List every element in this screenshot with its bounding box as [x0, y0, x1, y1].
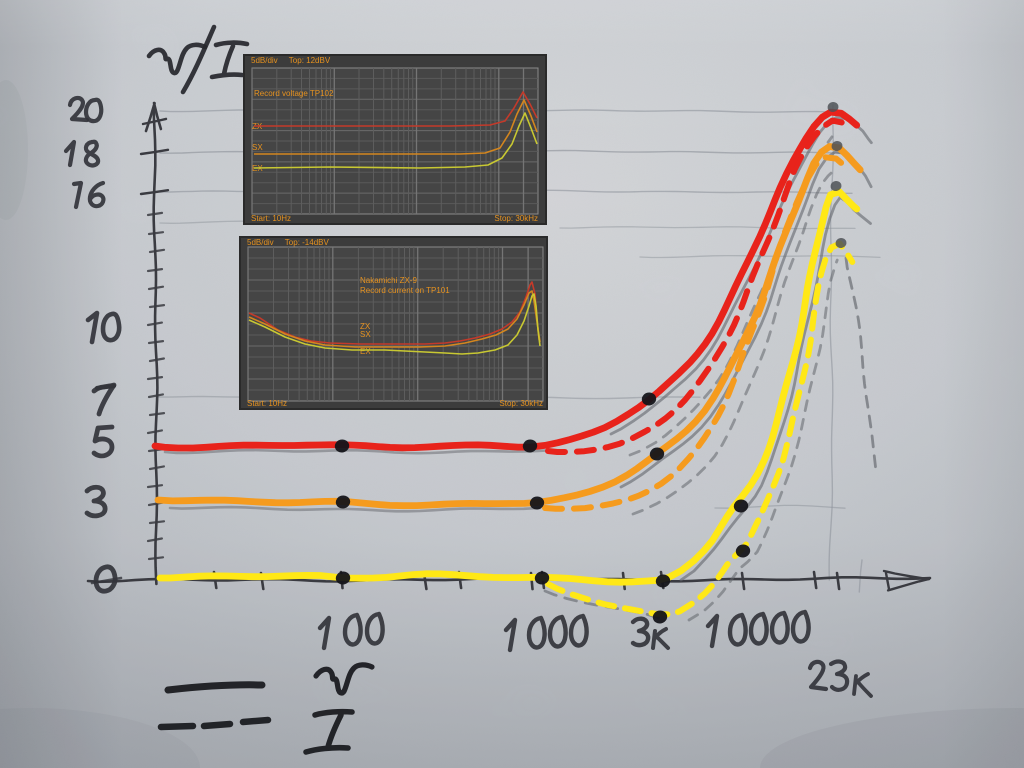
svg-text:Record voltage TP102: Record voltage TP102: [254, 89, 334, 98]
svg-text:SX: SX: [252, 143, 263, 152]
svg-text:ZX: ZX: [360, 322, 371, 331]
svg-text:Stop: 30kHz: Stop: 30kHz: [499, 399, 543, 408]
svg-text:5dB/div Top: 12dBV: 5dB/div Top: 12dBV: [251, 56, 331, 65]
svg-text:Nakamichi ZX-9: Nakamichi ZX-9: [360, 276, 417, 285]
svg-text:EX: EX: [360, 347, 371, 356]
svg-text:SX: SX: [360, 330, 371, 339]
svg-text:Start: 10Hz: Start: 10Hz: [247, 399, 287, 408]
svg-text:Record current on TP101: Record current on TP101: [360, 286, 450, 295]
svg-text:Stop: 30kHz: Stop: 30kHz: [494, 214, 538, 223]
svg-text:5dB/div Top: -14dBV: 5dB/div Top: -14dBV: [247, 238, 329, 247]
svg-text:Start: 10Hz: Start: 10Hz: [251, 214, 291, 223]
